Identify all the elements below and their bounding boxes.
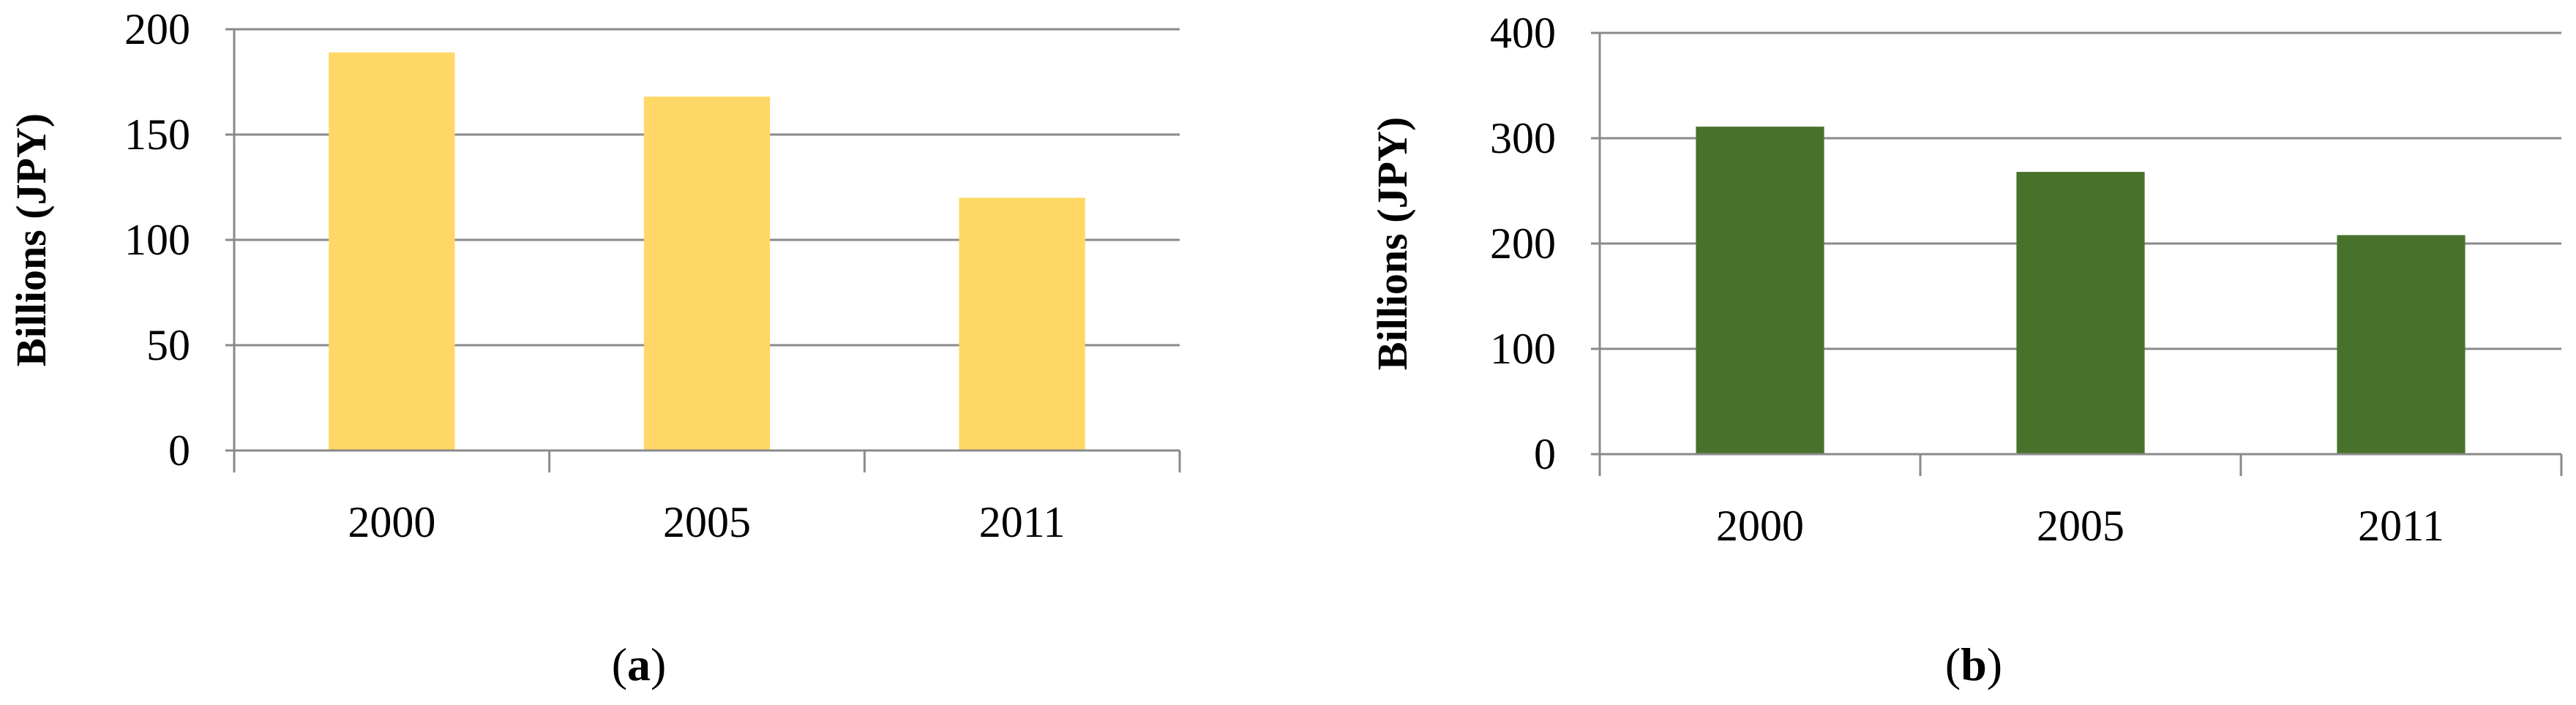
y-tick-label: 200	[1490, 219, 1556, 268]
y-tick-label: 200	[124, 5, 190, 53]
x-tick-label: 2005	[663, 498, 751, 546]
x-tick-label: 2000	[348, 498, 435, 546]
chart-a: 0 50 100 150 200 2000 2005 2011 Billions (JPY)	[7, 5, 1181, 546]
y-tick-label: 100	[1490, 325, 1556, 373]
y-tick-label: 50	[146, 321, 190, 369]
bar-2000	[1696, 127, 1824, 454]
y-axis-title: Billions (JPY)	[7, 113, 55, 366]
y-tick-label: 0	[168, 426, 190, 475]
x-tick-label: 2000	[1716, 502, 1804, 550]
bar-2005	[643, 97, 771, 450]
bar-2011	[959, 197, 1085, 450]
y-tick-label: 150	[124, 110, 190, 159]
caption-a: (a)	[612, 638, 667, 690]
y-tick-label: 0	[1534, 430, 1556, 478]
bar-2011	[2337, 235, 2465, 454]
y-tick-label: 400	[1490, 9, 1556, 57]
y-tick-label: 100	[124, 216, 190, 264]
bar-2000	[329, 52, 455, 451]
caption-b: (b)	[1945, 638, 2002, 690]
x-tick-label: 2005	[2037, 502, 2124, 550]
chart-b: 0 100 200 300 400 2000 2005 2011 Billions (JPY)	[1368, 9, 2563, 550]
x-tick-label: 2011	[979, 498, 1066, 546]
y-tick-label: 300	[1490, 114, 1556, 162]
y-axis-title: Billions (JPY)	[1368, 117, 1416, 370]
bar-2005	[2016, 172, 2145, 454]
x-tick-label: 2011	[2358, 502, 2444, 550]
